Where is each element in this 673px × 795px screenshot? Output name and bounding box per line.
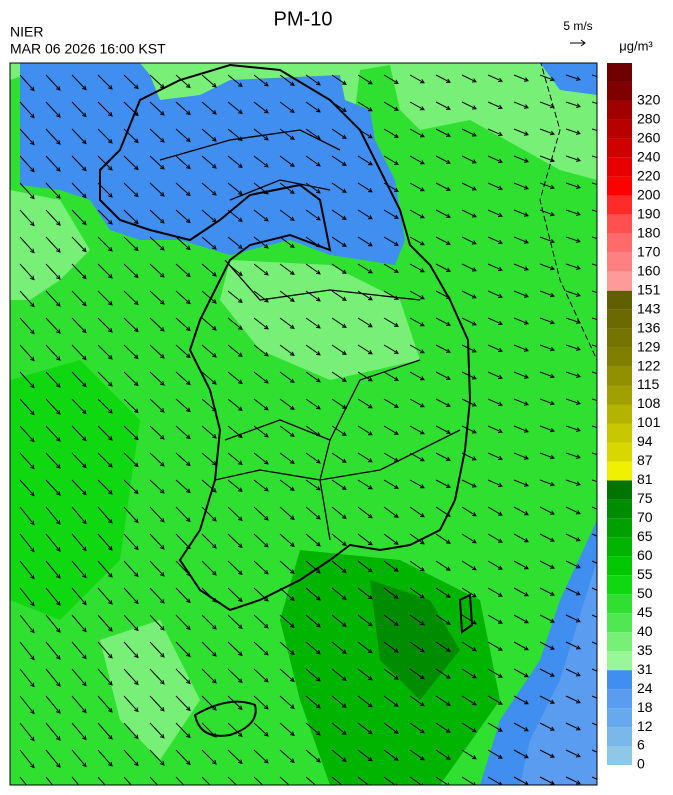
field-blue-ne — [540, 63, 597, 95]
colorbar-label: 12 — [637, 718, 653, 734]
colorbar-label: 220 — [637, 168, 661, 184]
colorbar-label: 260 — [637, 130, 661, 146]
colorbar-label: 170 — [637, 243, 661, 259]
colorbar-cell — [607, 499, 632, 519]
colorbar-cell — [607, 632, 632, 652]
colorbar-label: 75 — [637, 490, 653, 506]
coastlines — [99, 63, 474, 737]
colorbar-cell — [607, 214, 632, 234]
colorbar-label: 200 — [637, 187, 661, 203]
colorbar: 0 6 12 18 24 31 35 40 45 50 55 60 65 70 75 81 87 94 101 108… — [607, 63, 661, 772]
colorbar-label: 45 — [637, 604, 653, 620]
colorbar-label: 50 — [637, 585, 653, 601]
colorbar-label: 280 — [637, 111, 661, 127]
colorbar-cell — [607, 328, 632, 348]
colorbar-cell — [607, 651, 632, 671]
colorbar-cell — [607, 366, 632, 386]
wind-scale-arrow — [570, 39, 586, 47]
colorbar-cell — [607, 81, 632, 101]
wind-scale-label: 5 m/s — [563, 19, 592, 33]
colorbar-label: 0 — [637, 756, 645, 772]
colorbar-cell — [607, 689, 632, 709]
colorbar-cell — [607, 537, 632, 557]
timestamp: MAR 06 2026 16:00 KST — [10, 41, 166, 57]
colorbar-cell — [607, 385, 632, 405]
colorbar-label: 18 — [637, 699, 653, 715]
field-light-c — [220, 260, 420, 380]
map — [9, 62, 598, 786]
colorbar-label: 320 — [637, 92, 661, 108]
colorbar-cell — [607, 575, 632, 595]
colorbar-label: 31 — [637, 661, 653, 677]
colorbar-label: 180 — [637, 224, 661, 240]
map-frame — [9, 62, 598, 786]
colorbar-cell — [607, 233, 632, 253]
colorbar-cell — [607, 195, 632, 215]
colorbar-cell — [607, 100, 632, 120]
field-blue-north — [20, 63, 405, 265]
colorbar-cell — [607, 63, 632, 82]
colorbar-label: 129 — [637, 338, 661, 354]
colorbar-cell — [607, 309, 632, 329]
colorbar-cell — [607, 271, 632, 291]
title: PM-10 — [274, 8, 333, 30]
colorbar-label: 101 — [637, 414, 661, 430]
province-borders — [159, 129, 461, 541]
colorbar-label: 81 — [637, 471, 653, 487]
colorbar-label: 240 — [637, 149, 661, 165]
colorbar-label: 190 — [637, 205, 661, 221]
colorbar-cell — [607, 404, 632, 424]
colorbar-cell — [607, 442, 632, 462]
colorbar-label: 94 — [637, 433, 653, 449]
colorbar-label: 160 — [637, 262, 661, 278]
colorbar-label: 60 — [637, 547, 653, 563]
colorbar-unit: μg/m³ — [619, 38, 653, 53]
colorbar-cell — [607, 119, 632, 139]
colorbar-label: 65 — [637, 528, 653, 544]
colorbar-cell — [607, 746, 632, 765]
colorbar-label: 6 — [637, 737, 645, 753]
colorbar-cell — [607, 461, 632, 481]
colorbar-label: 70 — [637, 509, 653, 525]
colorbar-label: 35 — [637, 642, 653, 658]
colorbar-cell — [607, 157, 632, 177]
wind-arrows — [19, 74, 597, 785]
colorbar-label: 143 — [637, 300, 661, 316]
field-light-w — [10, 190, 90, 300]
colorbar-label: 151 — [637, 281, 661, 297]
field-light-sw — [100, 620, 200, 760]
colorbar-cell — [607, 518, 632, 538]
colorbar-cell — [607, 556, 632, 576]
colorbar-label: 122 — [637, 357, 661, 373]
colorbar-cell — [607, 252, 632, 272]
colorbar-label: 87 — [637, 452, 653, 468]
colorbar-label: 24 — [637, 680, 653, 696]
colorbar-label: 108 — [637, 395, 661, 411]
colorbar-cell — [607, 708, 632, 728]
agency: NIER — [10, 24, 43, 40]
colorbar-cell — [607, 347, 632, 367]
colorbar-label: 55 — [637, 566, 653, 582]
colorbar-cell — [607, 290, 632, 310]
colorbar-cell — [607, 594, 632, 614]
colorbar-cell — [607, 613, 632, 633]
colorbar-cell — [607, 727, 632, 747]
colorbar-cell — [607, 138, 632, 158]
colorbar-cell — [607, 423, 632, 443]
colorbar-cell — [607, 670, 632, 690]
colorbar-cell — [607, 176, 632, 196]
colorbar-label: 115 — [637, 376, 660, 392]
field-mid-w — [10, 360, 140, 620]
colorbar-label: 136 — [637, 319, 661, 335]
colorbar-cell — [607, 480, 632, 500]
colorbar-label: 40 — [637, 623, 653, 639]
